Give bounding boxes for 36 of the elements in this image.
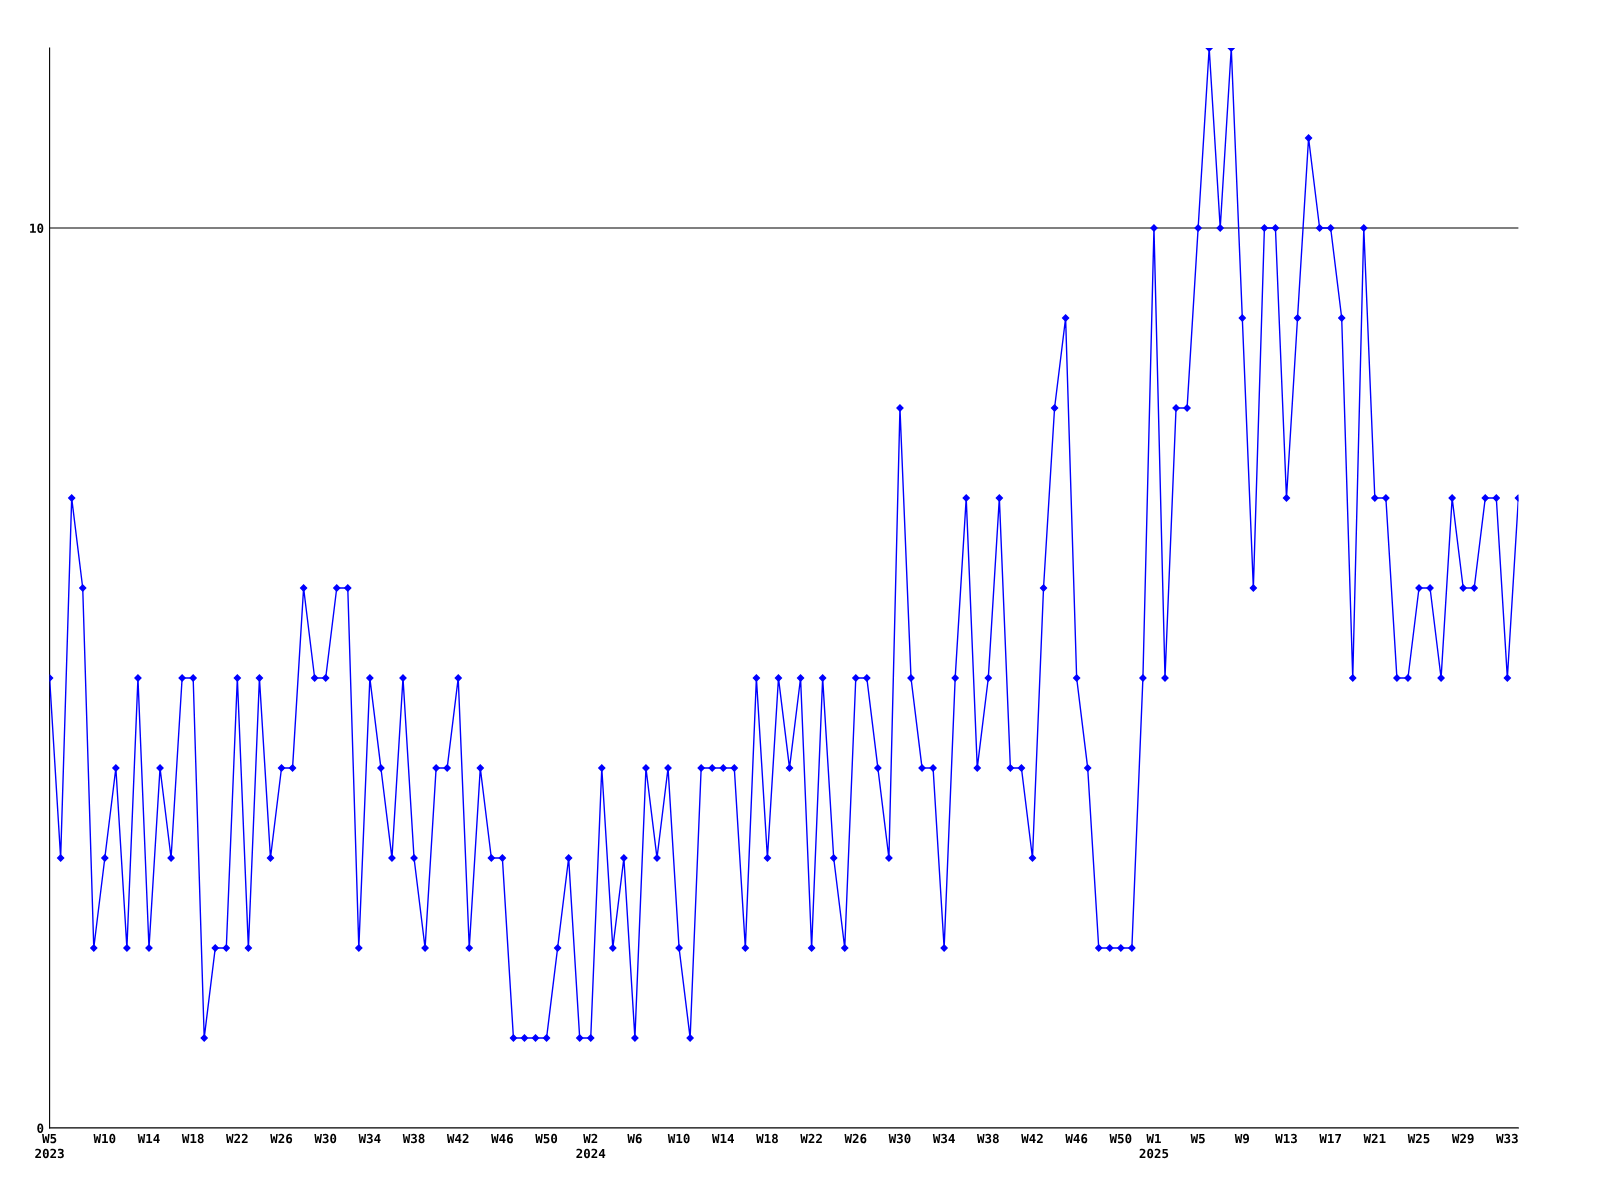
x-tick-label: W5 2023 (35, 1133, 64, 1159)
x-tick-label: W50 (535, 1133, 558, 1144)
x-tick-label: W30 (888, 1133, 911, 1144)
x-tick-label: W26 (844, 1133, 867, 1144)
x-tick-label: W33 (1496, 1133, 1518, 1144)
x-tick-label: W46 (1065, 1133, 1088, 1144)
x-tick-label: W25 (1407, 1133, 1430, 1144)
x-tick-label: W9 (1234, 1133, 1250, 1144)
x-tick-label: W26 (270, 1133, 293, 1144)
x-tick-label: W6 (627, 1133, 642, 1144)
x-tick-label: W14 (137, 1133, 160, 1144)
x-tick-label: W46 (491, 1133, 513, 1144)
x-tick-label: W22 (800, 1133, 822, 1144)
x-tick-label: W34 (358, 1133, 381, 1144)
x-tick-label: W18 (756, 1133, 778, 1144)
x-tick-label: W50 (1109, 1133, 1132, 1144)
x-tick-label: W17 (1319, 1133, 1342, 1144)
x-tick-label: W13 (1275, 1133, 1297, 1144)
x-tick-label: W2 2024 (576, 1133, 606, 1159)
x-tick-label: W14 (711, 1133, 734, 1144)
x-tick-label: W10 (667, 1133, 690, 1144)
x-tick-label: W1 2025 (1139, 1133, 1169, 1159)
x-tick-label: W21 (1363, 1133, 1386, 1144)
x-tick-label: W10 (93, 1133, 116, 1144)
x-tick-label: W22 (226, 1133, 248, 1144)
y-tick-label: 10 (30, 223, 44, 233)
x-tick-label: W42 (1021, 1133, 1043, 1144)
x-tick-label: W5 (1190, 1133, 1205, 1144)
x-tick-label: W29 (1451, 1133, 1474, 1144)
x-tick-label: W42 (446, 1133, 469, 1144)
x-tick-label: W38 (402, 1133, 425, 1144)
x-tick-label: W34 (932, 1133, 955, 1144)
y-tick-label: 0 (37, 1123, 44, 1133)
x-tick-label: W38 (977, 1133, 999, 1144)
x-tick-label: W18 (181, 1133, 204, 1144)
x-tick-label: W30 (314, 1133, 337, 1144)
